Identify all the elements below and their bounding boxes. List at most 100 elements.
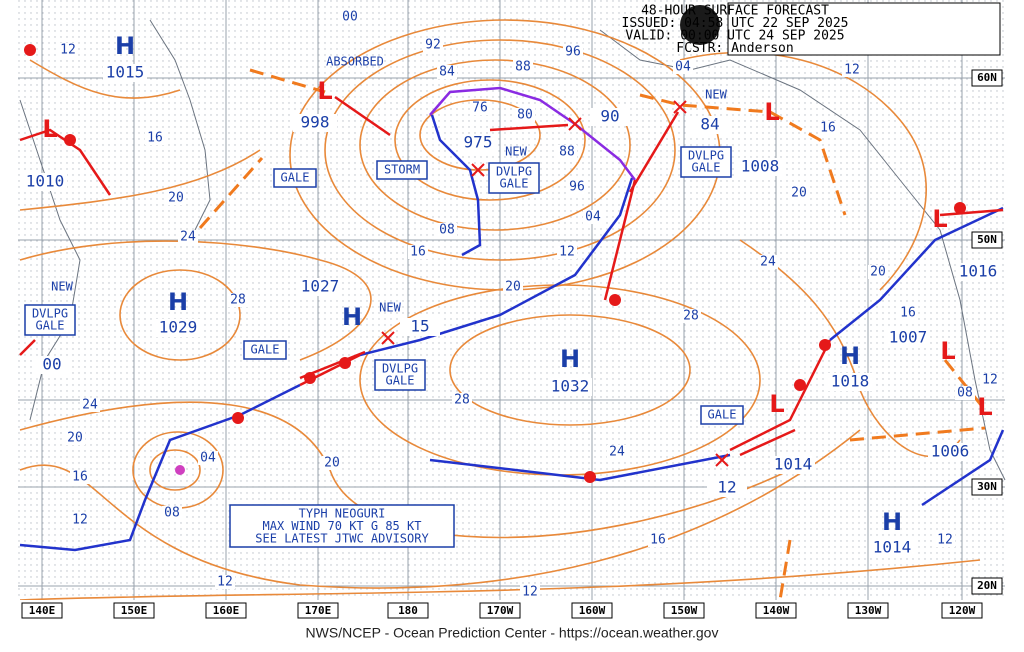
warning-box [24, 304, 76, 336]
longitude-box [663, 602, 705, 619]
system-pressure: 1029 [159, 318, 198, 337]
latitude-box [971, 577, 1003, 595]
isobar-label: 16 [410, 245, 426, 260]
isobar-label-bg [520, 585, 540, 599]
annotation: NEW [51, 280, 73, 294]
isobar-label-bg [198, 451, 218, 465]
isobar-label: 20 [505, 280, 521, 295]
warning-box [376, 160, 428, 180]
isobar-label: 28 [454, 393, 470, 408]
center-pressure: 84 [700, 115, 719, 134]
isobar-label: 24 [609, 445, 625, 460]
header-box [727, 2, 1001, 56]
isobar-label-bg [980, 373, 1000, 387]
longitude-label: 160E [213, 604, 240, 617]
isobar-label-bg [65, 431, 85, 445]
isobar-label-bg [166, 191, 186, 205]
isobar-label: 20 [324, 456, 340, 471]
longitude-label: 140E [29, 604, 56, 617]
isobar-label: 28 [683, 309, 699, 324]
isobar-label: 00 [342, 10, 358, 25]
system-symbol: L [977, 393, 992, 421]
isobar-label-bg [513, 60, 533, 74]
warning-box [488, 162, 540, 194]
isobar-label-bg [322, 456, 342, 470]
front-symbols [24, 44, 966, 483]
agency-logo [680, 5, 720, 45]
isobar-label-bg [842, 63, 862, 77]
track-arrows [19, 95, 796, 457]
warning-box [700, 405, 744, 425]
system-pressure: 1006 [931, 442, 970, 461]
isobar-label: 16 [147, 131, 163, 146]
warning-box [680, 146, 732, 178]
longitude-box [387, 602, 429, 619]
isobar-label-bg [503, 280, 523, 294]
graticule [18, 0, 1005, 600]
advisory-box [229, 504, 455, 548]
isobar-label-bg [681, 309, 701, 323]
latitude-box [971, 231, 1003, 249]
pressure-bg [400, 318, 440, 336]
system-pressure: 1018 [831, 372, 870, 391]
pressure-bg [738, 158, 782, 176]
isobar-label-bg [557, 145, 577, 159]
system-symbol: L [940, 337, 955, 365]
isobar-label-bg [58, 43, 78, 57]
pressure-bg [590, 108, 630, 126]
isobar-label: 92 [425, 38, 441, 53]
center-marker [471, 163, 485, 177]
warning-text: GALE [500, 177, 529, 191]
center-pressure: 15 [410, 317, 429, 336]
isobar-label-bg [673, 60, 693, 74]
system-symbol: H [168, 288, 188, 316]
isobar-label: 88 [515, 60, 531, 75]
isobar-label: 20 [870, 265, 886, 280]
longitude-label: 120W [949, 604, 976, 617]
isobar-label-bg [567, 180, 587, 194]
warning-text: DVLPG [496, 165, 532, 179]
isobar-label: 24 [82, 398, 98, 413]
system-pressure: 1015 [106, 63, 145, 82]
isobar-label: 04 [200, 451, 216, 466]
warning-text: STORM [384, 163, 420, 177]
isobar-label-bg [178, 230, 198, 244]
system-symbol: L [42, 115, 57, 143]
system-symbol: H [342, 303, 362, 331]
isobar-label-bg [515, 108, 535, 122]
labels: 60N 50N 30N 20N 00 12 92 96 88 84 76 80 04 12 16 16 88 96… [23, 10, 1003, 600]
system-symbol: L [764, 98, 779, 126]
footer: NWS/NCEP - Ocean Prediction Center - htt… [306, 625, 719, 641]
isobar-label: 16 [650, 533, 666, 548]
isobar-label-bg [408, 245, 428, 259]
isobar-label: 04 [585, 210, 601, 225]
center-pressure: 975 [464, 133, 493, 152]
isobar-label: 16 [900, 306, 916, 321]
center-pressure: 90 [600, 107, 619, 126]
center-marker [715, 453, 729, 467]
isobar-label-bg [868, 265, 888, 279]
system-pressure: 1007 [889, 328, 928, 347]
longitude-box [205, 602, 247, 619]
isobar-label-bg [935, 533, 955, 547]
latitude-label: 50N [977, 233, 997, 246]
longitude-box [479, 602, 521, 619]
longitude-label: 150E [121, 604, 148, 617]
isobar-label-bg [818, 121, 838, 135]
warning-text: DVLPG [688, 149, 724, 163]
isobar-label-bg [557, 245, 577, 259]
center-marker [673, 100, 687, 114]
system-symbol: L [932, 205, 947, 233]
warning-text: GALE [692, 161, 721, 175]
longitude-box [21, 602, 63, 619]
isobar-label-bg [215, 575, 235, 589]
system-pressure: 1014 [873, 538, 912, 557]
isobar-label: 12 [937, 533, 953, 548]
warning-box [374, 359, 426, 391]
system-symbol: H [882, 508, 902, 536]
header-line: VALID: 00:00 UTC 24 SEP 2025 [625, 29, 844, 44]
longitude-box [847, 602, 889, 619]
advisory-text: TYPH NEOGURI [299, 507, 386, 521]
header-line: ISSUED: 04:58 UTC 22 SEP 2025 [622, 16, 849, 31]
